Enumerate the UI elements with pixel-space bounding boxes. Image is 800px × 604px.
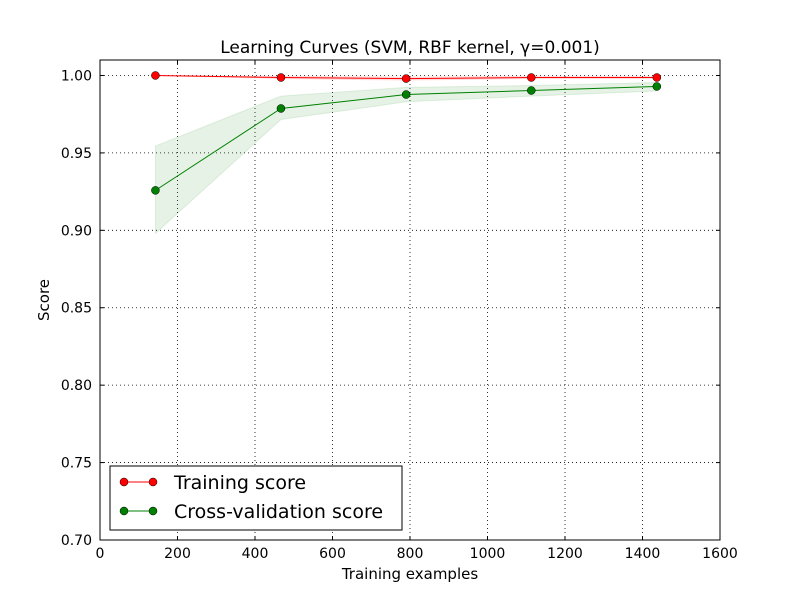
legend-marker-cv	[148, 506, 158, 516]
data-point-1	[151, 186, 160, 195]
x-tick-label: 1600	[702, 546, 738, 562]
data-point-1	[652, 82, 662, 91]
data-point-0	[652, 73, 662, 82]
data-point-0	[276, 73, 286, 82]
y-tick-label: 0.80	[61, 378, 92, 394]
legend-label-training: Training score	[173, 472, 306, 494]
x-tick-label: 1000	[470, 546, 506, 562]
x-tick-label: 400	[242, 546, 269, 562]
x-tick-label: 600	[319, 546, 346, 562]
y-tick-label: 0.90	[61, 223, 92, 239]
y-axis-label: Score	[35, 279, 53, 321]
x-tick-label: 800	[397, 546, 424, 562]
x-tick-label: 200	[164, 546, 191, 562]
data-point-1	[276, 104, 286, 113]
legend-marker-cv	[119, 506, 129, 516]
chart-title: Learning Curves (SVM, RBF kernel, γ=0.00…	[220, 38, 600, 58]
y-tick-label: 0.70	[61, 533, 92, 549]
bands	[154, 74, 658, 235]
legend-marker-training	[119, 477, 129, 487]
data-point-0	[401, 74, 411, 83]
y-tick-label: 1.00	[61, 68, 92, 84]
legend: Training score Cross-validation score	[109, 465, 403, 531]
legend-label-cv: Cross-validation score	[174, 501, 383, 523]
x-tick-label: 1200	[547, 546, 583, 562]
data-point-0	[151, 71, 160, 80]
band-1	[154, 81, 658, 235]
ticks: 0 200 400 600 800 1000 1200 1400 1600 0.70 0.75 0.8…	[61, 60, 738, 562]
legend-box	[109, 465, 403, 531]
x-axis-label: Training examples	[341, 565, 479, 583]
data-point-1	[527, 86, 536, 95]
y-tick-label: 0.95	[61, 146, 92, 162]
data-point-1	[401, 90, 411, 99]
y-tick-label: 0.75	[61, 456, 92, 472]
y-tick-label: 0.85	[61, 301, 92, 317]
x-tick-label: 0	[96, 546, 105, 562]
x-tick-label: 1400	[625, 546, 661, 562]
lines	[151, 71, 662, 195]
data-point-0	[527, 73, 536, 82]
legend-marker-training	[148, 477, 158, 487]
